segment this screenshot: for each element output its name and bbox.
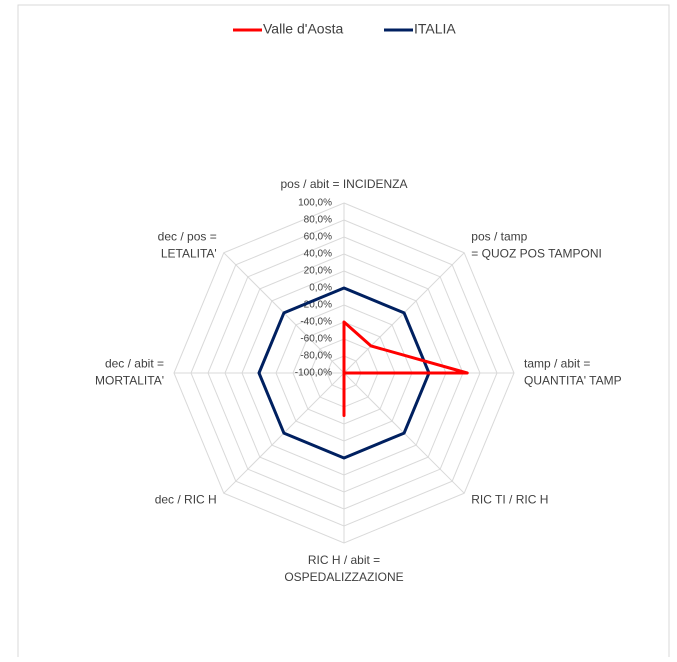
axis-label: pos / tamp — [471, 229, 527, 243]
axis-label: dec / pos = — [158, 229, 217, 243]
axis-label: RIC TI / RIC H — [471, 492, 548, 506]
legend-label: ITALIA — [414, 21, 456, 37]
axis-label: dec / RIC H — [155, 492, 217, 506]
tick-label: 0,0% — [309, 283, 332, 294]
axis-label: OSPEDALIZZAZIONE — [284, 570, 403, 584]
axis-label: LETALITA' — [161, 246, 217, 260]
series-line — [342, 320, 469, 417]
legend-label: Valle d'Aosta — [263, 21, 343, 37]
axis-label: pos / abit = INCIDENZA — [280, 177, 407, 191]
tick-label: -80,0% — [300, 351, 332, 362]
axis-label: QUANTITA' TAMP — [524, 374, 622, 388]
tick-label: 100,0% — [298, 198, 332, 209]
axis-label: = QUOZ POS TAMPONI — [471, 246, 602, 260]
tick-label: -100,0% — [295, 368, 332, 379]
tick-label: 40,0% — [304, 249, 332, 260]
tick-label: -60,0% — [300, 334, 332, 345]
axis-label: tamp / abit = — [524, 357, 590, 371]
axis-label: RIC H / abit = — [308, 553, 380, 567]
series-line — [257, 286, 431, 460]
tick-label: 60,0% — [304, 232, 332, 243]
tick-label: -40,0% — [300, 317, 332, 328]
axis-label: dec / abit = — [105, 357, 164, 371]
axis-label: MORTALITA' — [95, 374, 164, 388]
tick-label: 20,0% — [304, 266, 332, 277]
tick-label: 80,0% — [304, 215, 332, 226]
tick-label: -20,0% — [300, 300, 332, 311]
